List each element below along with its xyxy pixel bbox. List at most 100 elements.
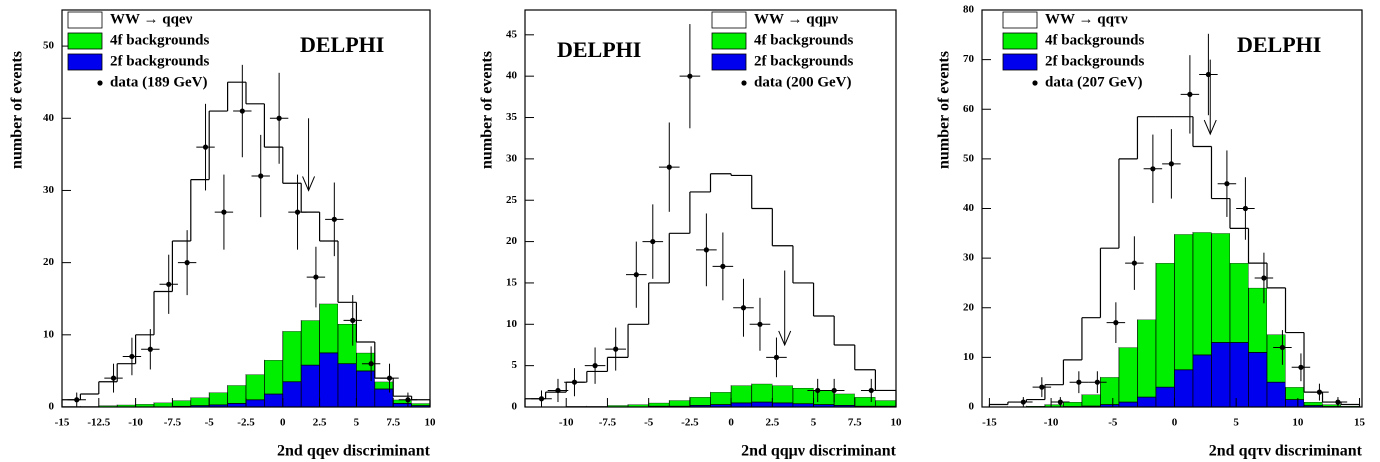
x-tick-label: 0 (280, 417, 286, 429)
histogram-segment (98, 381, 118, 406)
histogram-segment (1192, 231, 1212, 356)
histogram-segment (319, 352, 339, 408)
histogram-segment (875, 390, 896, 401)
histogram-segment (246, 103, 265, 375)
histogram-segment (374, 388, 394, 408)
histogram-segment (1100, 248, 1119, 378)
histogram-segment (1081, 394, 1101, 407)
y-tick-label: 30 (963, 252, 975, 264)
data-point (1205, 71, 1211, 78)
x-tick-label: -10 (559, 417, 574, 429)
data-point (276, 115, 282, 121)
x-tick-label: 10 (1292, 417, 1304, 429)
x-tick-label: 5 (354, 417, 360, 429)
histogram-segment (1341, 404, 1360, 407)
histogram-segment (730, 385, 753, 404)
histogram-segment (319, 303, 339, 354)
histogram-segment (1118, 347, 1138, 403)
histogram-segment (1248, 352, 1268, 408)
histogram-segment (710, 391, 732, 405)
legend-label: data (207 GeV) (1045, 74, 1143, 90)
histogram-segment (356, 342, 375, 353)
histogram-segment (1118, 401, 1138, 408)
histogram-segment (710, 173, 732, 393)
data-point (1187, 91, 1193, 97)
histogram-segment (751, 401, 773, 408)
histogram-segment (1211, 232, 1231, 343)
histogram-segment (227, 384, 247, 404)
y-axis-label: number of events (479, 51, 496, 169)
x-tick-label: 10 (891, 417, 903, 429)
legend-swatch (1002, 32, 1038, 50)
legend-label: WW → qqτν (1045, 11, 1128, 27)
y-axis-label: number of events (9, 51, 26, 169)
data-point (1316, 389, 1323, 395)
data-point (239, 108, 245, 114)
histogram-segment (834, 344, 855, 394)
data-point (613, 346, 619, 352)
arrow-head (302, 176, 316, 192)
x-tick-label: -12.5 (87, 417, 110, 429)
y-tick-label: 40 (506, 70, 518, 82)
data-point (1113, 320, 1119, 326)
histogram-segment (1174, 233, 1194, 371)
x-tick-label: -2.5 (237, 417, 255, 429)
histogram-segment (300, 320, 320, 366)
histogram-segment (628, 324, 649, 405)
data-point (313, 274, 319, 280)
histogram-segment (1267, 287, 1286, 335)
histogram-segment (1063, 359, 1082, 403)
histogram-segment (771, 402, 794, 408)
legend-label: 2f backgrounds (754, 53, 854, 69)
x-tick-label: 0 (1172, 417, 1178, 429)
legend-label: 4f backgrounds (1045, 32, 1145, 48)
histogram-segment (792, 282, 814, 388)
data-point (868, 387, 874, 394)
data-point (405, 397, 411, 403)
y-tick-label: 60 (963, 103, 975, 115)
histogram-segment (1303, 401, 1323, 406)
histogram-segment (264, 359, 284, 395)
data-point (555, 387, 561, 394)
x-tick-label: -2.5 (681, 417, 699, 429)
histogram-segment (282, 330, 302, 383)
data-point (386, 375, 393, 381)
data-point (592, 363, 598, 369)
histogram-segment (172, 400, 192, 407)
legend-marker (741, 80, 747, 86)
y-tick-label: 5 (512, 359, 518, 371)
histogram-segment (751, 208, 773, 384)
data-point (1039, 384, 1045, 390)
annotation: DELPHI (557, 37, 641, 62)
histogram-segment (545, 392, 567, 407)
histogram-segment (300, 364, 320, 408)
data-point (1057, 399, 1063, 405)
histogram-segment (245, 374, 265, 401)
data-point (147, 346, 153, 352)
x-axis-label: 2nd qqeν discriminant (277, 443, 431, 460)
y-tick-label: 70 (963, 53, 975, 65)
data-point (294, 209, 301, 215)
histogram-segment (190, 397, 210, 406)
data-point (815, 387, 821, 394)
histogram-segment (264, 393, 284, 408)
histogram-segment (689, 396, 711, 406)
histogram-segment (393, 396, 412, 400)
histogram-segment (1229, 228, 1249, 264)
y-tick-label: 20 (43, 256, 55, 268)
y-tick-label: 25 (506, 194, 518, 206)
data-point (831, 387, 837, 394)
data-point (368, 361, 374, 367)
arrow-head (1203, 119, 1217, 136)
data-point (184, 260, 190, 266)
histogram-segment (337, 323, 357, 365)
legend-label: 2f backgrounds (1045, 53, 1145, 69)
x-tick-label: 10 (425, 417, 437, 429)
histogram-segment (1026, 399, 1045, 407)
y-tick-label: 10 (506, 318, 518, 330)
histogram-segment (1285, 332, 1305, 388)
histogram-segment (730, 402, 753, 408)
histogram-segment (669, 233, 690, 401)
histogram-segment (319, 240, 338, 304)
data-point (720, 263, 726, 269)
